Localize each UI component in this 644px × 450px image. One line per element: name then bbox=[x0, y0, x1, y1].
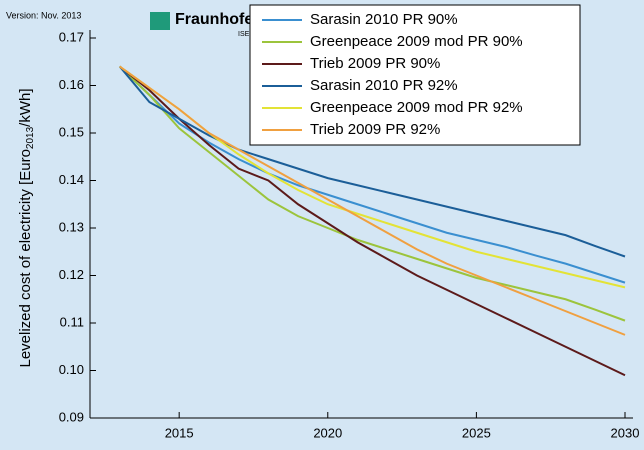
logo-icon bbox=[150, 12, 170, 30]
legend-label: Greenpeace 2009 mod PR 90% bbox=[310, 33, 523, 50]
y-tick-label: 0.15 bbox=[59, 124, 84, 139]
y-tick-label: 0.09 bbox=[59, 409, 84, 424]
legend-box bbox=[249, 4, 581, 146]
version-note: Version: Nov. 2013 bbox=[6, 10, 81, 20]
logo-sub: ISE bbox=[238, 31, 250, 38]
series-line bbox=[118, 65, 626, 258]
legend-label: Trieb 2009 PR 92% bbox=[310, 121, 440, 138]
y-label-text: Levelized cost of electricity [Euro bbox=[17, 149, 34, 367]
y-label-sub: 2013 bbox=[25, 126, 36, 149]
x-tick-label: 2030 bbox=[611, 425, 640, 440]
legend-label: Sarasin 2010 PR 92% bbox=[310, 77, 458, 94]
y-axis-label: Levelized cost of electricity [Euro2013/… bbox=[17, 88, 36, 367]
y-label-suffix: /kWh] bbox=[17, 88, 34, 126]
legend-label: Sarasin 2010 PR 90% bbox=[310, 11, 458, 28]
logo: Fraunhofer ISE bbox=[150, 11, 259, 38]
series-line bbox=[119, 65, 626, 377]
y-tick-label: 0.16 bbox=[59, 77, 84, 92]
series-line bbox=[119, 65, 626, 322]
y-tick-label: 0.17 bbox=[59, 29, 84, 44]
y-tick-label: 0.13 bbox=[59, 219, 84, 234]
x-tick-label: 2015 bbox=[165, 425, 194, 440]
x-tick-label: 2025 bbox=[462, 425, 491, 440]
series-line bbox=[119, 65, 626, 336]
y-tick-label: 0.10 bbox=[59, 362, 84, 377]
y-tick-label: 0.14 bbox=[59, 172, 84, 187]
x-tick-label: 2020 bbox=[313, 425, 342, 440]
y-tick-label: 0.12 bbox=[59, 267, 84, 282]
logo-text: Fraunhofer bbox=[175, 11, 259, 28]
legend-label: Trieb 2009 PR 90% bbox=[310, 55, 440, 72]
y-tick-label: 0.11 bbox=[60, 314, 84, 329]
legend-label: Greenpeace 2009 mod PR 92% bbox=[310, 99, 523, 116]
